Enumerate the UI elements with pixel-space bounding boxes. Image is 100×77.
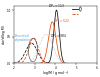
Text: Theoretical
degradation: Theoretical degradation [15,34,31,42]
Text: $DP_n = 522$: $DP_n = 522$ [53,17,70,25]
Y-axis label: dw/d(log M): dw/d(log M) [2,25,6,44]
Text: $DP_n = 113$: $DP_n = 113$ [48,2,65,10]
Text: $DP_n = 984$: $DP_n = 984$ [50,32,67,40]
X-axis label: log(M / g mol⁻¹): log(M / g mol⁻¹) [43,71,68,75]
